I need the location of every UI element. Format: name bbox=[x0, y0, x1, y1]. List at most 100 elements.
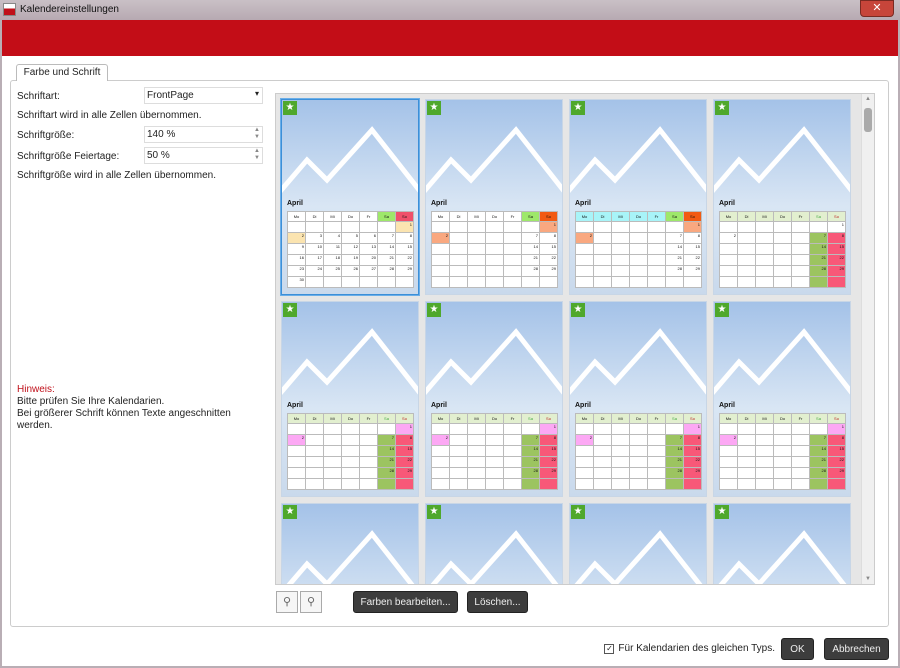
font-label: Schriftart: bbox=[17, 91, 60, 102]
favorite-star-icon[interactable]: ★ bbox=[571, 303, 585, 317]
day-cell bbox=[467, 434, 486, 446]
tab-farbe-und-schrift[interactable]: Farbe und Schrift bbox=[16, 64, 108, 81]
day-cell bbox=[773, 221, 792, 233]
calendar-table: Mo Di Mi Do Fr Sa So 1 2 7 8 14 15 21 22 28 29 bbox=[287, 413, 414, 490]
day-cell bbox=[287, 423, 306, 435]
font-select[interactable]: FrontPage ▾ bbox=[144, 87, 263, 104]
weekday-header: Mi bbox=[323, 413, 342, 424]
day-cell: 8 bbox=[827, 434, 846, 446]
calendar-thumbnail[interactable]: ★ April Mo Di Mi Do Fr Sa So 1 2 7 8 14 15 21 22 28 29 bbox=[281, 301, 419, 497]
spinner-icon[interactable]: ▲ ▼ bbox=[254, 127, 260, 140]
day-cell bbox=[647, 232, 666, 244]
day-cell bbox=[359, 456, 378, 468]
day-cell: 14 bbox=[809, 243, 828, 255]
favorite-star-icon[interactable]: ★ bbox=[715, 303, 729, 317]
day-cell bbox=[755, 478, 774, 490]
favorite-star-icon[interactable]: ★ bbox=[283, 101, 297, 115]
favorite-star-icon[interactable]: ★ bbox=[283, 505, 297, 519]
close-button[interactable]: ✕ bbox=[860, 0, 894, 17]
day-cell: 1 bbox=[827, 221, 846, 233]
weekday-header: Do bbox=[773, 211, 792, 222]
mountain-image bbox=[426, 126, 562, 194]
scrollbar-thumb[interactable] bbox=[864, 108, 872, 132]
weekday-header: So bbox=[827, 413, 846, 424]
day-cell: 2 bbox=[287, 434, 306, 446]
calendar-thumbnail[interactable]: ★ April Mo Di Mi Do Fr Sa So 1 2 7 8 14 15 21 22 28 29 bbox=[569, 301, 707, 497]
favorite-star-icon[interactable]: ★ bbox=[283, 303, 297, 317]
weekday-header: Di bbox=[305, 211, 324, 222]
day-cell: 29 bbox=[395, 265, 414, 277]
calendar-thumbnail[interactable]: ★ April Mo Di Mi Do Fr Sa So 1 2 7 8 14 15 21 22 28 29 bbox=[425, 99, 563, 295]
calendar-thumbnail[interactable]: ★ April Mo Di Mi Do Fr Sa So 1 2 7 8 14 15 21 22 28 29 bbox=[425, 301, 563, 497]
calendar-thumbnail[interactable]: ★ bbox=[281, 503, 419, 584]
day-cell: 20 bbox=[359, 254, 378, 266]
holiday-size-input[interactable]: 50 % ▲ ▼ bbox=[144, 147, 263, 164]
day-cell bbox=[467, 276, 486, 288]
mountain-image bbox=[714, 328, 850, 396]
calendar-thumbnail[interactable]: ★ April Mo Di Mi Do Fr Sa So 1 2 7 8 14 15 21 22 28 29 bbox=[569, 99, 707, 295]
day-cell: 25 bbox=[323, 265, 342, 277]
calendar-thumbnail[interactable]: ★ bbox=[713, 503, 851, 584]
favorite-star-icon[interactable]: ★ bbox=[571, 505, 585, 519]
day-cell bbox=[593, 243, 612, 255]
month-label: April bbox=[287, 402, 303, 409]
day-cell: 2 bbox=[287, 232, 306, 244]
day-cell: 14 bbox=[809, 445, 828, 457]
weekday-header: So bbox=[539, 413, 558, 424]
favorite-star-icon[interactable]: ★ bbox=[715, 505, 729, 519]
calendar-thumbnail[interactable]: ★ April Mo Di Mi Do Fr Sa So 1 2 3 4 5 6 7 8 9 10 11 12 13 14 1… bbox=[281, 99, 419, 295]
day-cell: 9 bbox=[287, 243, 306, 255]
ok-button[interactable]: OK bbox=[781, 638, 814, 660]
day-cell bbox=[629, 243, 648, 255]
calendar-thumbnail[interactable]: ★ April Mo Di Mi Do Fr Sa So 1 2 7 8 14 15 21 22 28 29 bbox=[713, 301, 851, 497]
scroll-down-icon[interactable]: ▼ bbox=[865, 576, 871, 582]
zoom-in-button[interactable]: ⚲ bbox=[300, 591, 322, 613]
vertical-scrollbar[interactable]: ▲ ▼ bbox=[861, 94, 874, 584]
day-cell: 15 bbox=[683, 243, 702, 255]
day-cell bbox=[305, 445, 324, 457]
same-type-checkbox[interactable]: ✓ bbox=[604, 643, 615, 654]
day-cell bbox=[647, 434, 666, 446]
day-cell bbox=[521, 423, 540, 435]
day-cell bbox=[791, 232, 810, 244]
calendar-thumbnail[interactable]: ★ April Mo Di Mi Do Fr Sa So 1 2 7 8 14 15 21 22 28 29 bbox=[713, 99, 851, 295]
edit-colors-button[interactable]: Farben bearbeiten... bbox=[353, 591, 458, 613]
same-type-option[interactable]: ✓ Für Kalendarien des gleichen Typs. bbox=[604, 643, 775, 654]
day-cell bbox=[359, 221, 378, 233]
mountain-image bbox=[718, 530, 847, 584]
favorite-star-icon[interactable]: ★ bbox=[427, 505, 441, 519]
cancel-button[interactable]: Abbrechen bbox=[824, 638, 889, 660]
weekday-header: Di bbox=[593, 211, 612, 222]
day-cell bbox=[719, 456, 738, 468]
day-cell bbox=[485, 456, 504, 468]
day-cell bbox=[629, 456, 648, 468]
day-cell bbox=[809, 221, 828, 233]
spinner-icon[interactable]: ▲ ▼ bbox=[254, 148, 260, 161]
day-cell bbox=[593, 265, 612, 277]
day-cell bbox=[737, 276, 756, 288]
day-cell: 16 bbox=[287, 254, 306, 266]
day-cell bbox=[449, 478, 468, 490]
favorite-star-icon[interactable]: ★ bbox=[571, 101, 585, 115]
calendar-preview-grid[interactable]: ▲ ▼ ★ April Mo Di Mi Do Fr Sa So 1 2 3 4 5 6 7 8 9 10 11 12 1… bbox=[275, 93, 875, 585]
day-cell: 7 bbox=[809, 434, 828, 446]
favorite-star-icon[interactable]: ★ bbox=[427, 101, 441, 115]
zoom-out-button[interactable]: ⚲ bbox=[276, 591, 298, 613]
day-cell bbox=[467, 221, 486, 233]
scroll-up-icon[interactable]: ▲ bbox=[865, 96, 871, 102]
day-cell bbox=[611, 221, 630, 233]
delete-button[interactable]: Löschen... bbox=[467, 591, 528, 613]
favorite-star-icon[interactable]: ★ bbox=[715, 101, 729, 115]
calendar-table: Mo Di Mi Do Fr Sa So 1 2 7 8 14 15 21 22 28 29 bbox=[431, 413, 558, 490]
day-cell bbox=[449, 254, 468, 266]
day-cell: 1 bbox=[539, 423, 558, 435]
day-cell: 28 bbox=[809, 265, 828, 277]
size-input[interactable]: 140 % ▲ ▼ bbox=[144, 126, 263, 143]
day-cell bbox=[431, 243, 450, 255]
favorite-star-icon[interactable]: ★ bbox=[427, 303, 441, 317]
weekday-header: Mi bbox=[467, 413, 486, 424]
calendar-thumbnail[interactable]: ★ bbox=[569, 503, 707, 584]
calendar-thumbnail[interactable]: ★ bbox=[425, 503, 563, 584]
day-cell bbox=[791, 478, 810, 490]
day-cell bbox=[359, 276, 378, 288]
